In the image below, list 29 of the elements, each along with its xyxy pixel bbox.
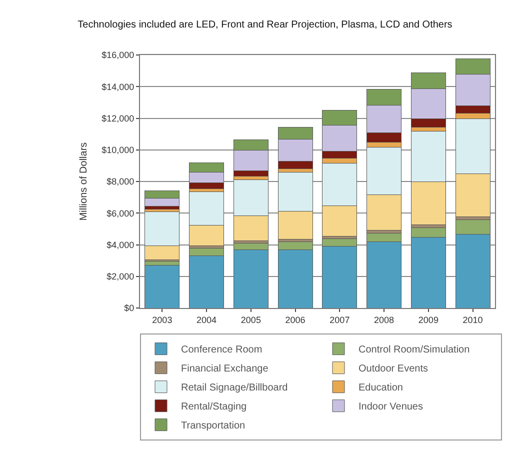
y-tick-label: $0 [124,303,134,314]
legend-label: Financial Exchange [181,364,269,375]
x-tick-label: 2007 [330,314,350,325]
y-tick-label: $4,000 [106,240,134,250]
y-tick-label: $14,000 [102,82,134,92]
legend-label: Education [358,382,403,394]
x-tick-label: 2009 [418,314,438,325]
bar [144,265,180,308]
x-tick-label: 2006 [285,314,306,325]
legend-label: Indoor Venues [358,402,423,413]
legend-label: Retail Signage/Billboard [181,382,288,394]
y-tick-label: $12,000 [102,113,134,124]
x-tick-label: 2010 [462,314,483,325]
y-tick-label: $2,000 [106,272,134,282]
y-tick-label: $8,000 [106,176,134,187]
legend-label: Conference Room [181,344,262,356]
y-tick-label: $10,000 [102,145,134,156]
x-tick-label: 2008 [374,314,394,325]
legend-label: Transportation [181,420,246,432]
x-tick-label: 2005 [240,314,261,325]
x-tick-label: 2003 [152,314,172,325]
y-axis-title: Millions of Dollars [78,142,90,221]
chart-title: Technologies included are LED, Front and Rear Projection, Plasma, LCD and Others [78,19,452,30]
x-tick-label: 2004 [196,314,217,325]
legend-label: Control Room/Simulation [358,344,470,356]
y-tick-label: $6,000 [106,208,134,218]
legend-label: Outdoor Events [358,364,428,375]
y-tick-label: $16,000 [102,50,134,60]
legend-label: Rental/Staging [181,402,247,413]
